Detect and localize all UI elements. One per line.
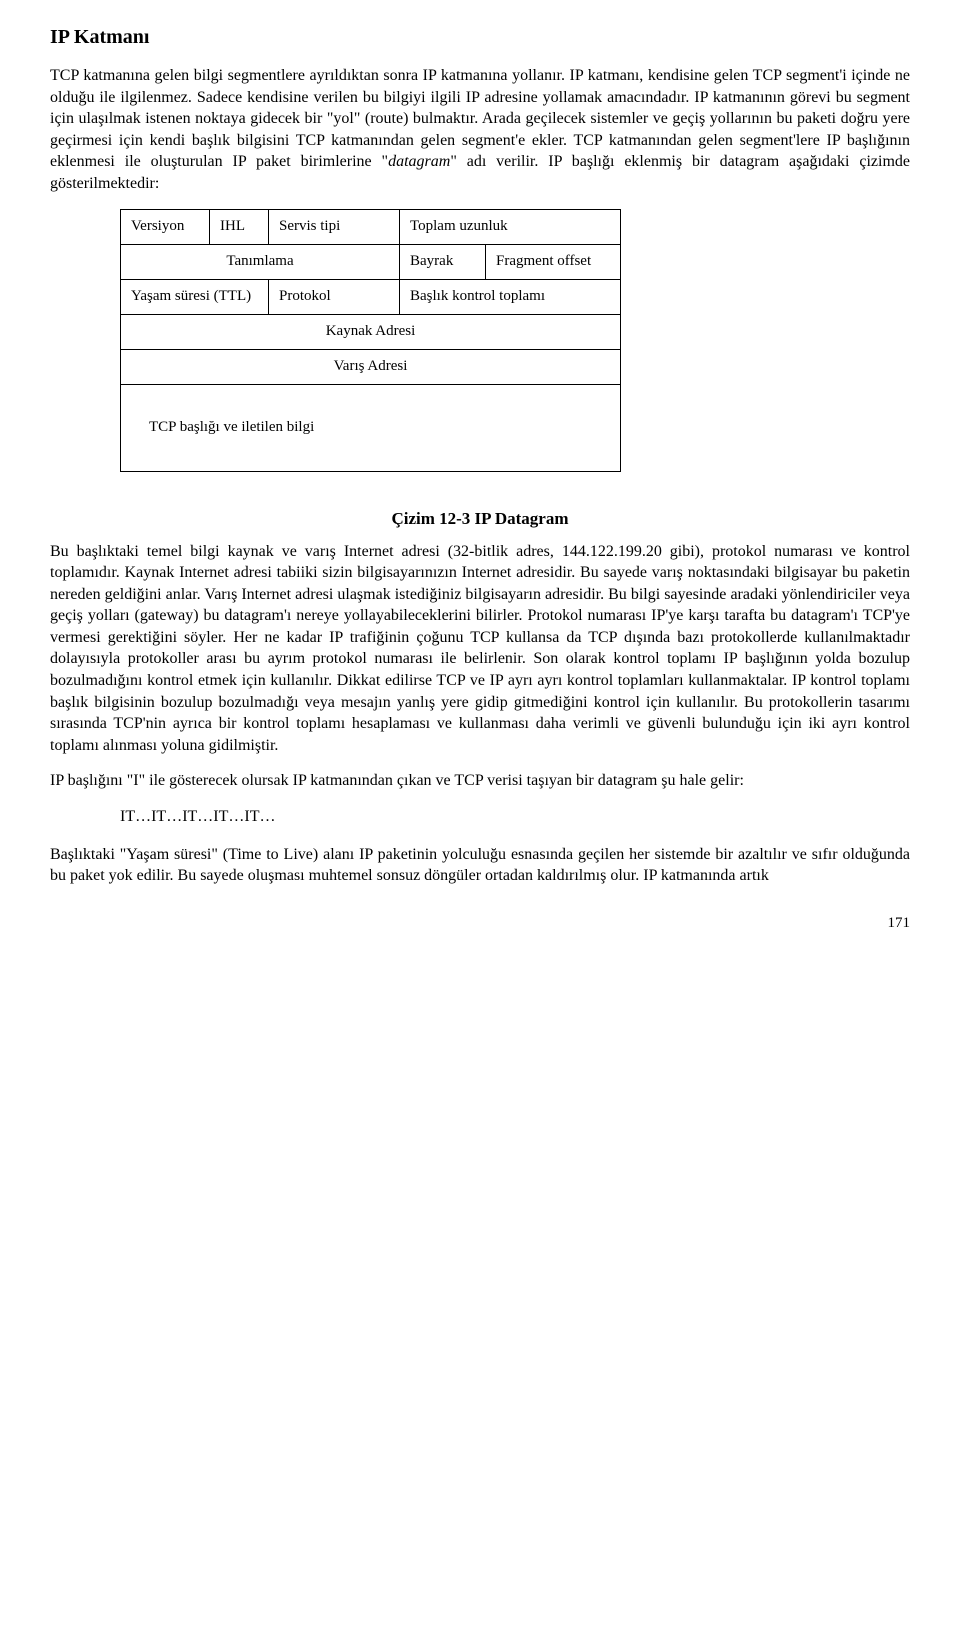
cell-identification: Tanımlama: [121, 244, 400, 279]
ip-datagram-table: Versiyon IHL Servis tipi Toplam uzunluk …: [120, 209, 621, 472]
cell-service-type: Servis tipi: [269, 209, 400, 244]
para1-datagram-term: datagram: [388, 153, 450, 170]
cell-ihl: IHL: [210, 209, 269, 244]
paragraph-body-3: Başlıktaki "Yaşam süresi" (Time to Live)…: [50, 844, 910, 887]
cell-fragment-offset: Fragment offset: [486, 244, 621, 279]
table-row: Tanımlama Bayrak Fragment offset: [121, 244, 621, 279]
cell-version: Versiyon: [121, 209, 210, 244]
page-title: IP Katmanı: [50, 24, 910, 51]
cell-destination-address: Varış Adresi: [121, 349, 621, 384]
paragraph-body-1: Bu başlıktaki temel bilgi kaynak ve varı…: [50, 541, 910, 757]
paragraph-intro: TCP katmanına gelen bilgi segmentlere ay…: [50, 65, 910, 195]
cell-protocol: Protokol: [269, 279, 400, 314]
cell-flags: Bayrak: [400, 244, 486, 279]
datagram-sequence: IT…IT…IT…IT…IT…: [120, 806, 910, 828]
cell-header-checksum: Başlık kontrol toplamı: [400, 279, 621, 314]
table-row: Kaynak Adresi: [121, 314, 621, 349]
cell-source-address: Kaynak Adresi: [121, 314, 621, 349]
table-row: Varış Adresi: [121, 349, 621, 384]
table-row: Yaşam süresi (TTL) Protokol Başlık kontr…: [121, 279, 621, 314]
table-row: Versiyon IHL Servis tipi Toplam uzunluk: [121, 209, 621, 244]
cell-ttl: Yaşam süresi (TTL): [121, 279, 269, 314]
table-row: TCP başlığı ve iletilen bilgi: [121, 384, 621, 471]
page-number: 171: [50, 913, 910, 933]
paragraph-body-2: IP başlığını "I" ile gösterecek olursak …: [50, 770, 910, 792]
cell-tcp-payload: TCP başlığı ve iletilen bilgi: [121, 384, 621, 471]
cell-total-length: Toplam uzunluk: [400, 209, 621, 244]
figure-caption: Çizim 12-3 IP Datagram: [50, 508, 910, 531]
ip-datagram-table-wrapper: Versiyon IHL Servis tipi Toplam uzunluk …: [120, 209, 910, 472]
